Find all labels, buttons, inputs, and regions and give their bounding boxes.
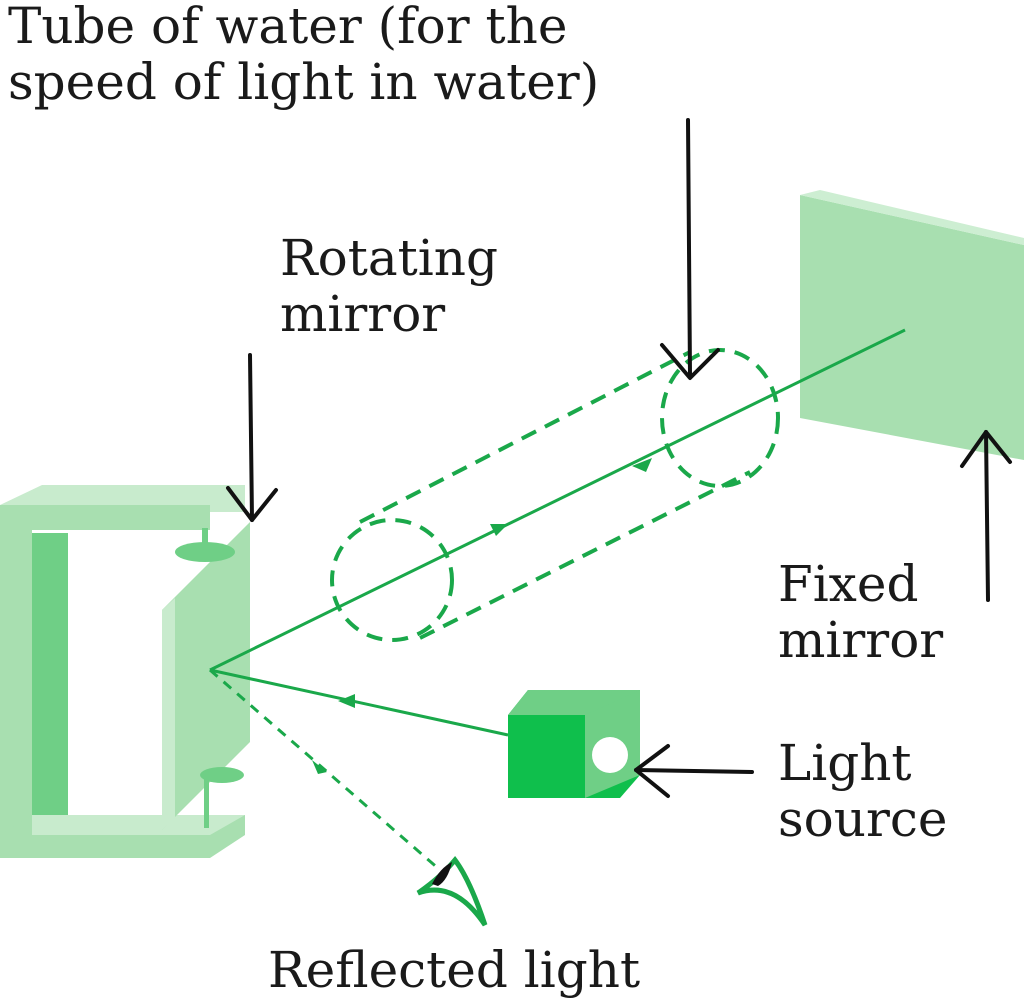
reflected-label-text: Reflected light [268,941,641,999]
tube-arrow [660,118,720,380]
fixed-mirror-label: Fixed mirror [778,556,943,668]
light-source-cube [508,690,640,798]
rotating-mirror [162,522,250,830]
rotating-mirror-stand [0,485,245,858]
light-source-arrow [634,744,754,798]
eye-icon [416,855,488,927]
water-tube [330,348,780,642]
light-label-line2: source [778,790,948,848]
rotating-mirror-arrow [226,353,278,522]
arrowhead-outgoing [490,524,508,536]
beam-from-source [209,668,509,737]
tube-label-line1: Tube of water (for the [8,0,568,55]
tube-of-water-label: Tube of water (for the speed of light in… [8,0,599,110]
reflected-beam [209,668,441,872]
beam-arrowheads [312,458,652,774]
reflected-light-label: Reflected light [268,942,640,998]
fixed-mirror-arrow [960,430,1012,602]
rotating-mirror-label: Rotating mirror [280,230,498,342]
fixed-mirror [800,190,1024,460]
pointer-arrows [226,118,1012,798]
light-beams [209,328,906,872]
rotating-label-line1: Rotating [280,229,498,287]
fixed-label-line2: mirror [778,611,944,669]
fixed-label-line1: Fixed [778,555,919,613]
light-source-label: Light source [778,735,947,847]
arrowhead-source [338,694,355,708]
rotating-label-line2: mirror [280,285,446,343]
arrowhead-reflected [312,760,327,774]
light-label-line1: Light [778,734,912,792]
tube-label-line2: speed of light in water) [8,53,600,111]
beam-to-fixed-mirror [209,328,906,672]
arrowhead-return [632,458,652,472]
